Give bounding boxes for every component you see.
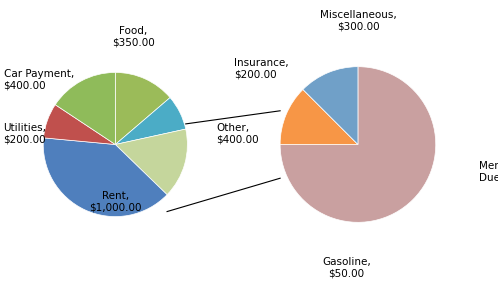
Text: Other,
$400.00: Other, $400.00 bbox=[216, 123, 259, 144]
Wedge shape bbox=[116, 98, 186, 144]
Text: Membership
Dues, $50.00: Membership Dues, $50.00 bbox=[479, 161, 498, 183]
Text: Gasoline,
$50.00: Gasoline, $50.00 bbox=[322, 257, 371, 279]
Wedge shape bbox=[116, 129, 187, 195]
Text: Miscellaneous,
$300.00: Miscellaneous, $300.00 bbox=[320, 10, 396, 32]
Text: Insurance,
$200.00: Insurance, $200.00 bbox=[234, 58, 289, 79]
Wedge shape bbox=[55, 73, 116, 144]
Text: Car Payment,
$400.00: Car Payment, $400.00 bbox=[3, 69, 74, 90]
Text: Utilities,
$200.00: Utilities, $200.00 bbox=[3, 123, 47, 144]
Wedge shape bbox=[43, 138, 167, 216]
Wedge shape bbox=[303, 67, 358, 144]
Wedge shape bbox=[280, 90, 358, 144]
Wedge shape bbox=[116, 73, 170, 144]
Text: Rent,
$1,000.00: Rent, $1,000.00 bbox=[89, 191, 141, 213]
Text: Food,
$350.00: Food, $350.00 bbox=[112, 26, 155, 47]
Wedge shape bbox=[280, 67, 436, 222]
Wedge shape bbox=[43, 105, 116, 144]
